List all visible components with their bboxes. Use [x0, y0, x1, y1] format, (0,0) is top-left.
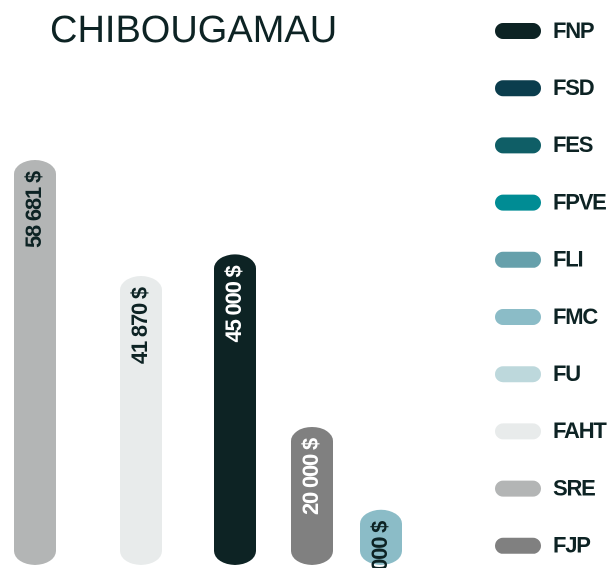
bar: [214, 254, 256, 565]
legend-label: FPVE: [553, 189, 606, 214]
legend-swatch: [495, 194, 541, 211]
legend-label: FSD: [553, 75, 594, 100]
bar: [14, 160, 56, 565]
value-label: 41 870 $: [127, 287, 152, 364]
legend-swatch: [495, 23, 541, 39]
legend-label: FNP: [553, 18, 594, 43]
bar: [291, 426, 333, 565]
legend-swatch: [495, 137, 541, 154]
value-label: 20 000 $: [298, 438, 323, 515]
legend-label: FES: [553, 132, 593, 157]
legend-swatch: [495, 251, 541, 268]
legend-swatch: [495, 366, 541, 383]
legend-swatch: [495, 480, 541, 497]
legend-swatch: [495, 423, 541, 440]
legend-swatch: [495, 80, 541, 97]
legend-label: FJP: [553, 533, 590, 558]
chart-title: CHIBOUGAMAU: [50, 9, 337, 51]
legend-label: SRE: [553, 475, 595, 500]
legend-label: FAHT: [553, 418, 607, 443]
legend-label: FMC: [553, 304, 598, 329]
legend-label: FLI: [553, 247, 582, 272]
value-label: 8 000 $: [367, 521, 392, 568]
legend-label: FU: [553, 361, 580, 386]
value-label: 58 681 $: [21, 171, 46, 248]
bar: [120, 276, 162, 565]
legend-swatch: [495, 537, 541, 554]
legend-swatch: [495, 309, 541, 325]
value-label: 45 000 $: [221, 265, 246, 342]
bar: [360, 509, 402, 565]
